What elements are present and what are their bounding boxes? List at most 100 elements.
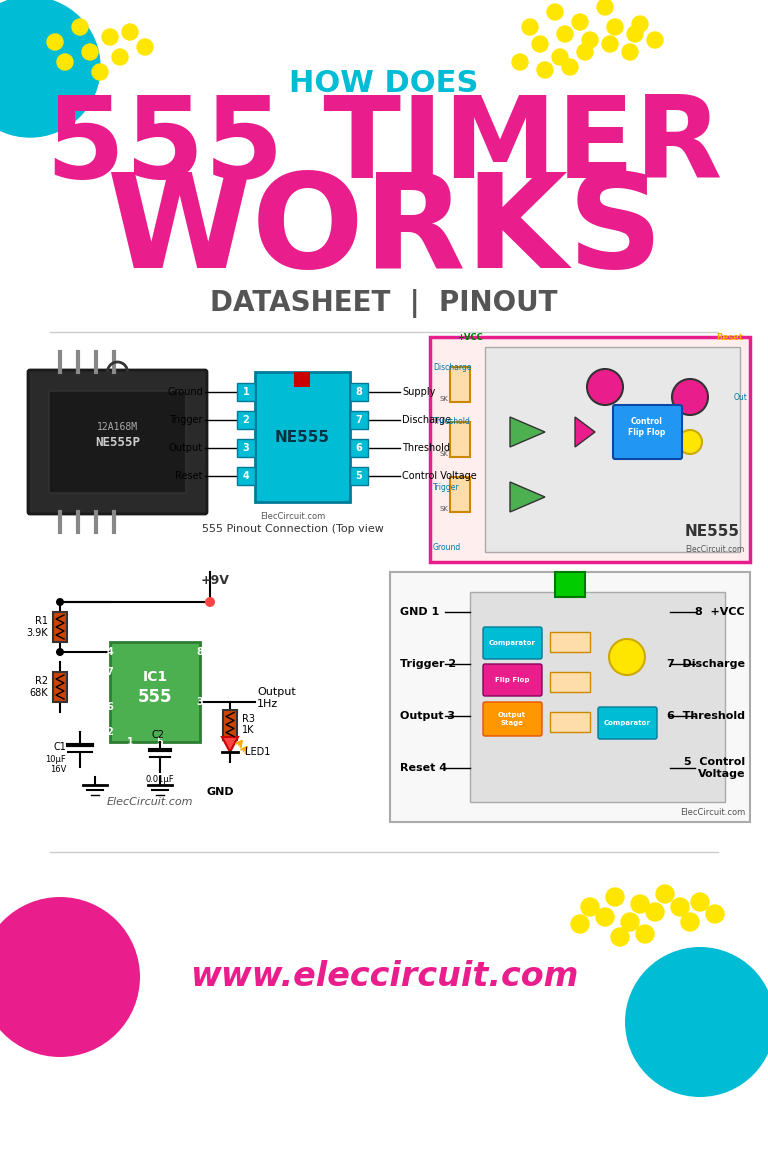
Bar bbox=[237, 382, 255, 401]
FancyBboxPatch shape bbox=[28, 370, 207, 514]
Polygon shape bbox=[510, 417, 545, 447]
Circle shape bbox=[607, 18, 623, 35]
Circle shape bbox=[137, 39, 153, 55]
Circle shape bbox=[636, 925, 654, 943]
Bar bbox=[390, 573, 750, 823]
Circle shape bbox=[596, 908, 614, 926]
Text: GND: GND bbox=[206, 787, 233, 797]
Circle shape bbox=[122, 24, 138, 40]
Text: Threshold: Threshold bbox=[433, 417, 471, 426]
Circle shape bbox=[587, 369, 623, 406]
Text: SK: SK bbox=[439, 506, 448, 511]
FancyBboxPatch shape bbox=[483, 702, 542, 736]
Bar bbox=[550, 632, 590, 652]
Circle shape bbox=[706, 905, 724, 923]
Text: 7: 7 bbox=[107, 667, 114, 677]
Text: 12A168M: 12A168M bbox=[97, 422, 138, 432]
Circle shape bbox=[577, 44, 593, 60]
Text: NE555: NE555 bbox=[275, 430, 330, 445]
Text: Threshold: Threshold bbox=[402, 444, 450, 453]
Text: 2: 2 bbox=[243, 415, 250, 425]
Text: Supply: Supply bbox=[402, 387, 435, 397]
Circle shape bbox=[691, 893, 709, 911]
Polygon shape bbox=[510, 482, 545, 511]
Circle shape bbox=[47, 35, 63, 50]
Text: Reset 4: Reset 4 bbox=[400, 763, 447, 773]
FancyBboxPatch shape bbox=[49, 391, 186, 493]
Bar bbox=[350, 467, 368, 485]
Text: 1: 1 bbox=[243, 387, 250, 397]
Text: 555: 555 bbox=[137, 688, 172, 706]
Text: R3
1K: R3 1K bbox=[242, 714, 255, 735]
Text: Reset: Reset bbox=[717, 333, 743, 342]
FancyBboxPatch shape bbox=[483, 664, 542, 696]
Circle shape bbox=[552, 50, 568, 65]
Polygon shape bbox=[222, 737, 238, 752]
Circle shape bbox=[647, 32, 663, 48]
Text: DATASHEET  |  PINOUT: DATASHEET | PINOUT bbox=[210, 289, 558, 318]
Text: NE555P: NE555P bbox=[95, 435, 140, 448]
FancyBboxPatch shape bbox=[613, 406, 682, 458]
Text: 5  Control
Voltage: 5 Control Voltage bbox=[684, 757, 745, 779]
Text: 1Hz: 1Hz bbox=[257, 699, 278, 708]
Text: Control Voltage: Control Voltage bbox=[402, 471, 477, 482]
Text: www.eleccircuit.com: www.eleccircuit.com bbox=[190, 961, 578, 993]
Bar bbox=[110, 642, 200, 742]
Circle shape bbox=[205, 597, 215, 607]
Text: 4: 4 bbox=[243, 471, 250, 482]
Text: 8  +VCC: 8 +VCC bbox=[695, 607, 745, 617]
Bar bbox=[223, 710, 237, 740]
Circle shape bbox=[102, 29, 118, 45]
Text: R1
3.9K: R1 3.9K bbox=[26, 616, 48, 638]
Circle shape bbox=[56, 598, 64, 606]
Text: 16V: 16V bbox=[50, 765, 66, 773]
Bar bbox=[450, 477, 470, 511]
Text: Discharge: Discharge bbox=[402, 415, 451, 425]
Bar bbox=[470, 592, 725, 802]
Text: ElecCircuit.com: ElecCircuit.com bbox=[680, 808, 745, 817]
Text: IC1: IC1 bbox=[142, 670, 167, 684]
Circle shape bbox=[622, 44, 638, 60]
Circle shape bbox=[532, 36, 548, 52]
Text: Comparator: Comparator bbox=[604, 720, 650, 726]
Text: 7: 7 bbox=[356, 415, 362, 425]
Bar bbox=[237, 467, 255, 485]
Circle shape bbox=[562, 59, 578, 75]
Bar bbox=[350, 411, 368, 429]
Circle shape bbox=[609, 639, 645, 675]
Text: +9V: +9V bbox=[200, 574, 230, 588]
Text: Output: Output bbox=[169, 444, 203, 453]
Circle shape bbox=[656, 885, 674, 903]
Text: SK: SK bbox=[439, 450, 448, 457]
Circle shape bbox=[72, 18, 88, 35]
Circle shape bbox=[611, 929, 629, 946]
Text: 8: 8 bbox=[356, 387, 362, 397]
Circle shape bbox=[572, 14, 588, 30]
Bar bbox=[350, 439, 368, 457]
Text: WORKS: WORKS bbox=[105, 168, 663, 296]
Text: 6: 6 bbox=[107, 702, 114, 712]
Text: Reset: Reset bbox=[176, 471, 203, 482]
Bar bbox=[450, 422, 470, 457]
Bar bbox=[550, 672, 590, 692]
Circle shape bbox=[537, 62, 553, 78]
Circle shape bbox=[597, 0, 613, 15]
Circle shape bbox=[678, 430, 702, 454]
Text: Comparator: Comparator bbox=[488, 641, 535, 646]
Text: Flip Flop: Flip Flop bbox=[495, 677, 529, 683]
Circle shape bbox=[671, 899, 689, 916]
Circle shape bbox=[606, 888, 624, 905]
Text: C1: C1 bbox=[53, 742, 66, 752]
Circle shape bbox=[571, 915, 589, 933]
FancyBboxPatch shape bbox=[255, 372, 350, 502]
Text: Output 3: Output 3 bbox=[400, 711, 455, 721]
Bar bbox=[555, 573, 585, 597]
Circle shape bbox=[57, 54, 73, 70]
Bar bbox=[237, 411, 255, 429]
Circle shape bbox=[581, 899, 599, 916]
Bar bbox=[430, 338, 750, 562]
Text: Trigger 2: Trigger 2 bbox=[400, 659, 456, 669]
Bar bbox=[485, 347, 740, 552]
Text: SK: SK bbox=[439, 396, 448, 402]
Text: Output: Output bbox=[257, 687, 296, 697]
